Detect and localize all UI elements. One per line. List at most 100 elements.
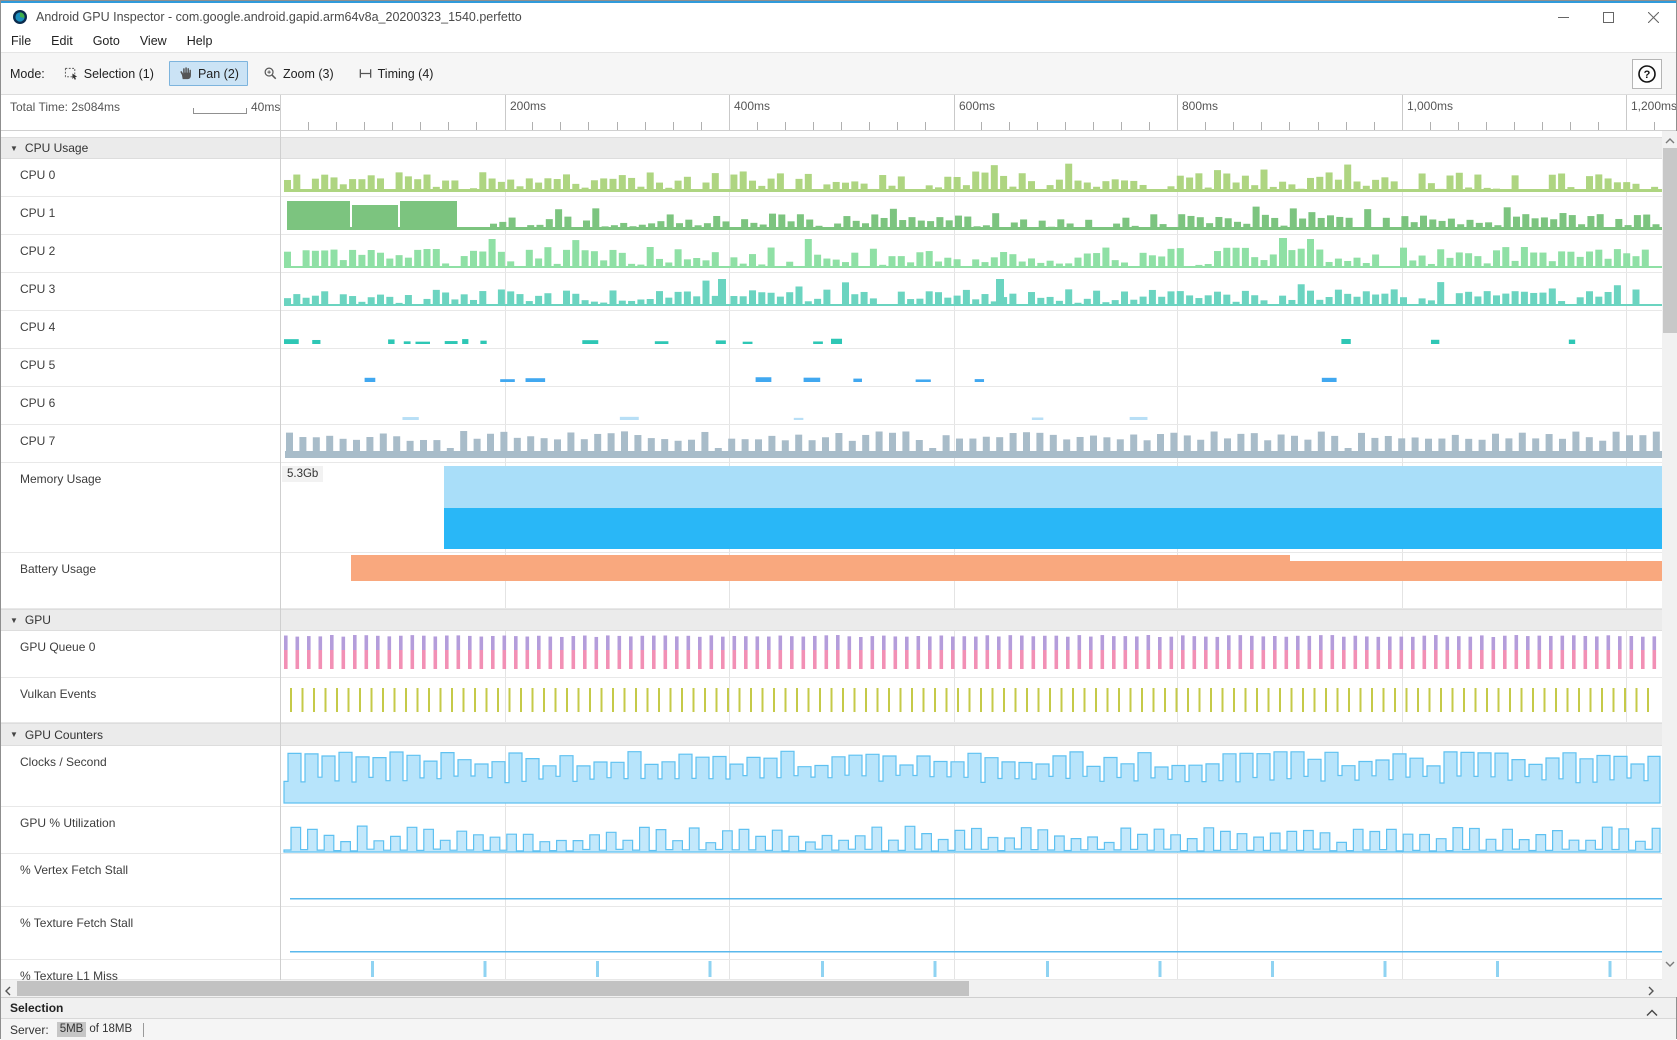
track-row-clocks-second[interactable]: Clocks / Second	[1, 746, 1662, 807]
ruler-minor-tick	[840, 122, 842, 130]
minimize-button[interactable]	[1541, 3, 1586, 31]
track-row-battery-usage[interactable]: Battery Usage	[1, 553, 1662, 609]
timeline-gridline	[1177, 349, 1178, 386]
track-canvas[interactable]	[280, 311, 1662, 348]
ruler-minor-tick	[896, 122, 898, 130]
track-canvas[interactable]	[280, 273, 1662, 310]
maximize-button[interactable]	[1586, 3, 1631, 31]
triangle-down-icon[interactable]: ▼	[10, 143, 18, 153]
status-bar: Server: 5MB of 18MB	[1, 1019, 1676, 1040]
menu-help[interactable]: Help	[186, 34, 213, 48]
vertical-scroll-thumb[interactable]	[1663, 148, 1677, 333]
zoom-mode-button[interactable]: Zoom (3)	[254, 61, 343, 86]
ruler-minor-tick	[1289, 122, 1291, 130]
group-header-cpu-usage[interactable]: ▼ CPU Usage	[1, 137, 1662, 159]
track-row-cpu-7[interactable]: CPU 7	[1, 425, 1662, 463]
timeline-gridline	[729, 678, 730, 722]
track-canvas[interactable]	[280, 960, 1662, 979]
timeline-gridline	[954, 349, 955, 386]
server-memory-total: of 18MB	[89, 1023, 133, 1035]
vertical-scrollbar[interactable]	[1662, 131, 1677, 980]
timing-mode-button[interactable]: Timing (4)	[349, 61, 443, 86]
track-row-cpu-3[interactable]: CPU 3	[1, 273, 1662, 311]
scale-bracket	[193, 108, 247, 114]
track-label: % Texture Fetch Stall	[20, 916, 134, 930]
track-row-cpu-4[interactable]: CPU 4	[1, 311, 1662, 349]
scroll-left-arrow[interactable]	[5, 983, 15, 1001]
timeline-gridline	[1402, 807, 1403, 853]
track-canvas[interactable]	[280, 387, 1662, 424]
track-label: % Vertex Fetch Stall	[20, 863, 129, 877]
chevron-up-icon[interactable]	[1646, 1004, 1658, 1022]
close-button[interactable]	[1631, 3, 1676, 31]
track-row-vertex-fetch-stall[interactable]: % Vertex Fetch Stall	[1, 854, 1662, 907]
track-row-gpu-utilization[interactable]: GPU % Utilization	[1, 807, 1662, 854]
server-memory-badge: 5MB of 18MB	[56, 1022, 135, 1037]
track-canvas[interactable]	[280, 349, 1662, 386]
ruler-minor-tick	[784, 122, 786, 130]
track-canvas[interactable]	[280, 746, 1662, 806]
track-row-gpu-queue-0[interactable]: GPU Queue 0	[1, 631, 1662, 678]
track-canvas[interactable]	[280, 907, 1662, 959]
timeline-gridline	[729, 273, 730, 310]
timeline-gridline	[1177, 960, 1178, 979]
scroll-down-arrow[interactable]	[1665, 958, 1675, 976]
track-row-cpu-5[interactable]: CPU 5	[1, 349, 1662, 387]
ruler-gridline	[1626, 95, 1627, 130]
track-row-cpu-2[interactable]: CPU 2	[1, 235, 1662, 273]
horizontal-scrollbar[interactable]	[1, 980, 1662, 997]
track-canvas[interactable]	[280, 197, 1662, 234]
group-header-gpu[interactable]: ▼ GPU	[1, 609, 1662, 631]
selection-panel-header[interactable]: Selection	[1, 997, 1676, 1019]
help-button[interactable]: ?	[1632, 59, 1662, 89]
timeline-gridline	[729, 960, 730, 979]
timeline-gridline	[1402, 854, 1403, 906]
track-canvas[interactable]	[280, 235, 1662, 272]
track-canvas[interactable]	[280, 425, 1662, 462]
track-row-cpu-0[interactable]: CPU 0	[1, 159, 1662, 197]
horizontal-scroll-thumb[interactable]	[17, 981, 969, 996]
triangle-down-icon[interactable]: ▼	[10, 615, 18, 625]
zoom-icon	[263, 66, 278, 81]
track-canvas[interactable]	[280, 631, 1662, 677]
track-canvas[interactable]	[280, 807, 1662, 853]
track-row-vulkan-events[interactable]: Vulkan Events	[1, 678, 1662, 723]
menu-file[interactable]: File	[11, 34, 32, 48]
menu-goto[interactable]: Goto	[92, 34, 120, 48]
timeline-gridline	[1177, 425, 1178, 462]
ruler-minor-tick	[1121, 122, 1123, 130]
timeline-gridline	[1626, 273, 1627, 310]
track-row-texture-l1-miss[interactable]: % Texture L1 Miss	[1, 960, 1662, 980]
track-canvas[interactable]	[280, 678, 1662, 722]
title-bar: Android GPU Inspector - com.google.andro…	[1, 3, 1676, 31]
timeline-ruler[interactable]: Total Time: 2s084ms 40ms 200ms 400ms 600ms…	[1, 95, 1676, 131]
group-header-gpu-counters[interactable]: ▼ GPU Counters	[1, 723, 1662, 746]
scroll-right-arrow[interactable]	[1648, 983, 1658, 1001]
menu-edit[interactable]: Edit	[51, 34, 73, 48]
timeline-gridline	[954, 235, 955, 272]
track-row-texture-fetch-stall[interactable]: % Texture Fetch Stall	[1, 907, 1662, 960]
ruler-minor-tick	[1457, 122, 1459, 130]
ruler-minor-tick	[560, 122, 562, 130]
selection-mode-button[interactable]: Selection (1)	[55, 61, 163, 86]
ruler-minor-tick	[364, 122, 366, 130]
track-row-cpu-6[interactable]: CPU 6	[1, 387, 1662, 425]
track-canvas[interactable]	[280, 159, 1662, 196]
timeline-gridline	[1402, 273, 1403, 310]
triangle-down-icon[interactable]: ▼	[10, 730, 18, 739]
timeline-gridline	[505, 854, 506, 906]
timeline-tracks[interactable]: ▼ CPU Usage CPU 0 CPU 1 CPU 2 CPU 3 CPU 4 CPU 5…	[1, 131, 1662, 980]
track-canvas[interactable]	[280, 553, 1662, 608]
track-label: GPU % Utilization	[20, 816, 116, 830]
pan-mode-button[interactable]: Pan (2)	[168, 61, 248, 86]
track-canvas[interactable]: 5.3Gb	[280, 463, 1662, 552]
track-row-memory-usage[interactable]: Memory Usage 5.3Gb	[1, 463, 1662, 553]
track-canvas[interactable]	[280, 854, 1662, 906]
track-row-cpu-1[interactable]: CPU 1	[1, 197, 1662, 235]
window-controls	[1541, 3, 1676, 31]
timeline-gridline	[954, 197, 955, 234]
scroll-up-arrow[interactable]	[1665, 135, 1675, 153]
timeline-gridline	[1402, 159, 1403, 196]
timeline-gridline	[1402, 349, 1403, 386]
menu-view[interactable]: View	[139, 34, 167, 48]
